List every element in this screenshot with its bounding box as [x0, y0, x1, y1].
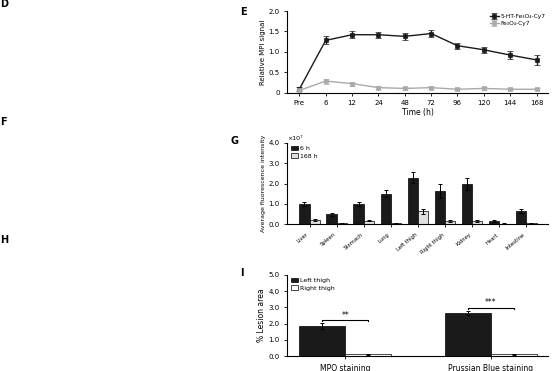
- Bar: [462, 184, 472, 224]
- Y-axis label: % Lesion area: % Lesion area: [257, 289, 266, 342]
- Text: **: **: [341, 311, 349, 319]
- Legend: Left thigh, Right thigh: Left thigh, Right thigh: [290, 278, 335, 290]
- Bar: [526, 223, 537, 224]
- Bar: [299, 326, 345, 356]
- Text: ×10⁷: ×10⁷: [288, 136, 303, 141]
- Bar: [364, 221, 374, 224]
- Y-axis label: Relative MPI signal: Relative MPI signal: [260, 19, 266, 85]
- Legend: 5-HT-Fe₃O₄-Cy7, Fe₃O₄-Cy7: 5-HT-Fe₃O₄-Cy7, Fe₃O₄-Cy7: [490, 14, 546, 26]
- X-axis label: Time (h): Time (h): [402, 108, 434, 116]
- Bar: [391, 223, 401, 224]
- Text: F: F: [1, 117, 7, 127]
- Bar: [418, 211, 428, 224]
- Bar: [445, 313, 491, 356]
- Bar: [337, 223, 347, 224]
- Bar: [381, 194, 391, 224]
- Bar: [310, 220, 320, 224]
- Text: H: H: [1, 235, 8, 245]
- Y-axis label: Average fluorescence intensity: Average fluorescence intensity: [261, 135, 266, 232]
- Legend: 6 h, 168 h: 6 h, 168 h: [290, 146, 317, 159]
- Bar: [472, 221, 483, 224]
- Text: ***: ***: [485, 298, 496, 307]
- Bar: [408, 178, 418, 224]
- Bar: [445, 221, 455, 224]
- Bar: [326, 214, 337, 224]
- Bar: [435, 191, 445, 224]
- Bar: [491, 354, 537, 356]
- Bar: [299, 204, 310, 224]
- Bar: [516, 211, 526, 224]
- Bar: [345, 354, 391, 356]
- Text: I: I: [240, 268, 244, 278]
- Bar: [353, 204, 364, 224]
- Text: D: D: [1, 0, 8, 9]
- Bar: [499, 223, 510, 224]
- Text: G: G: [230, 137, 238, 147]
- Bar: [489, 221, 499, 224]
- Text: E: E: [240, 7, 247, 17]
